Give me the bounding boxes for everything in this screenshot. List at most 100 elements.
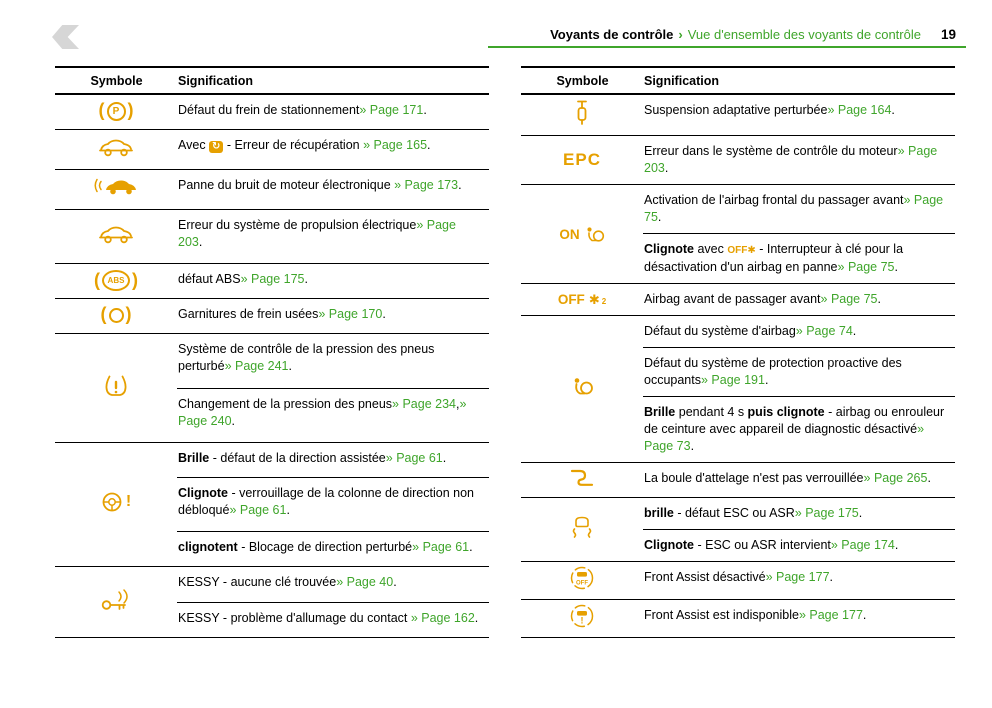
table-row: Suspension adaptative perturbée» Page 16… — [521, 93, 955, 136]
signification-cell: Défaut du frein de stationnement» Page 1… — [177, 93, 489, 130]
text-segment: Clignote — [644, 242, 694, 256]
text-segment: - Interrupteur à clé pour la désactivati… — [644, 242, 904, 274]
page-link[interactable]: » Page 203 — [178, 217, 456, 249]
text-segment: Activation de l'airbag frontal du passag… — [644, 193, 904, 207]
airbag-warning-icon — [521, 315, 643, 463]
text-segment: Système de contrôle de la pression des p… — [178, 342, 435, 374]
page-link[interactable]: » Page 170 — [318, 307, 383, 322]
page-link[interactable]: » Page 265 — [863, 471, 928, 485]
table-row: ON Activation de l'airbag frontal du pass… — [521, 184, 955, 284]
page-link[interactable]: » Page 165 — [363, 138, 428, 153]
signification-cell: Avec ↻ - Erreur de récupération » Page 1… — [177, 129, 489, 170]
text-segment: Airbag avant de passager avant — [644, 292, 821, 306]
text-segment: défaut ABS — [178, 271, 241, 286]
page-link[interactable]: » Page 61 — [385, 450, 443, 465]
page-link[interactable]: » Page 75 — [837, 260, 895, 274]
page-link[interactable]: » Page 240 — [178, 396, 467, 428]
page-link[interactable]: » Page 61 — [229, 502, 287, 517]
page-link[interactable]: » Page 40 — [336, 575, 394, 590]
signification-cell: Clignote - ESC ou ASR intervient» Page 1… — [643, 529, 955, 562]
signification-cell: Brille - défaut de la direction assistée… — [177, 441, 489, 478]
text-segment: Panne du bruit de moteur électronique — [178, 178, 395, 193]
page-link[interactable]: » Page 175 — [240, 271, 305, 286]
page-link[interactable]: » Page 173 — [394, 178, 459, 193]
airbag-on-icon: ON — [521, 184, 643, 284]
text-segment: Avec — [178, 138, 210, 153]
page-link[interactable]: » Page 175 — [794, 506, 859, 520]
column-header-signification: Signification — [177, 67, 489, 95]
table-row: Clignote - ESC ou ASR intervient» Page 1… — [521, 529, 955, 562]
page-link[interactable]: » Page 174 — [830, 538, 895, 552]
text-segment: - défaut de la direction assistée — [209, 450, 386, 465]
table-row: Clignote avec OFF✱ - Interrupteur à clé … — [521, 233, 955, 284]
text-segment: . — [877, 292, 881, 306]
page-link[interactable]: » Page 75 — [820, 292, 878, 306]
page-link[interactable]: » Page 74 — [795, 324, 853, 338]
page-link[interactable]: » Page 75 — [644, 193, 944, 224]
page-link[interactable]: » Page 162 — [410, 610, 475, 625]
signification-cell: Système de contrôle de la pression des p… — [177, 333, 489, 389]
e-sound-car-icon — [55, 169, 177, 210]
chapter-chevron-icon — [52, 25, 79, 49]
text-segment: . — [458, 178, 462, 193]
column-header-signification: Signification — [643, 67, 955, 95]
page-link[interactable]: » Page 191 — [700, 373, 765, 387]
svg-text:!: ! — [581, 616, 584, 626]
page-link[interactable]: » Page 61 — [412, 539, 470, 554]
table-row: Avec ↻ - Erreur de récupération » Page 1… — [55, 129, 489, 170]
column-header-symbole: Symbole — [55, 67, 177, 95]
signification-cell: Clignote avec OFF✱ - Interrupteur à clé … — [643, 233, 955, 284]
column-header-symbole: Symbole — [521, 67, 643, 95]
page-link[interactable]: » Page 73 — [644, 422, 925, 453]
table-header-row: Symbole Signification — [55, 67, 489, 95]
text-segment: clignotent — [178, 539, 238, 554]
text-segment: . — [690, 439, 695, 453]
text-segment: La boule d'attelage n'est pas verrouillé… — [644, 471, 864, 485]
signification-cell: Erreur dans le système de contrôle du mo… — [643, 135, 955, 185]
table-row: KESSY - problème d'allumage du contact »… — [55, 601, 489, 638]
page-link[interactable]: » Page 234 — [392, 396, 456, 411]
text-segment: puis clignote — [747, 405, 825, 419]
text-segment: Défaut du système d'airbag — [644, 324, 796, 338]
signification-cell: Activation de l'airbag frontal du passag… — [643, 184, 955, 234]
text-segment: . — [764, 373, 769, 387]
table-row: Défaut du système d'airbag» Page 74. — [521, 315, 955, 463]
adaptive-suspension-icon — [521, 93, 643, 136]
text-segment: . — [286, 502, 290, 517]
text-segment: . — [393, 575, 397, 590]
warning-lights-table-right: Symbole Signification Suspension adaptativ… — [521, 66, 955, 638]
header-rule — [488, 46, 966, 48]
text-segment: - Erreur de récupération — [223, 138, 364, 153]
signification-cell: Changement de la pression des pneus» Pag… — [177, 387, 489, 443]
breadcrumb-separator: › — [678, 27, 683, 42]
text-segment: . — [858, 506, 863, 520]
text-segment: Erreur du système de propulsion électriq… — [178, 217, 417, 232]
kessy-key-icon — [55, 566, 177, 638]
text-segment: . — [829, 570, 834, 584]
table-row: (P) Défaut du frein de stationnement» Pag… — [55, 93, 489, 130]
signification-cell: KESSY - aucune clé trouvée» Page 40. — [177, 566, 489, 603]
page-link[interactable]: » Page 164 — [827, 103, 892, 117]
text-segment: . — [469, 539, 473, 554]
text-segment: . — [198, 234, 203, 249]
text-segment: Suspension adaptative perturbée — [644, 103, 828, 117]
text-segment: - ESC ou ASR intervient — [694, 538, 831, 552]
signification-cell: clignotent - Blocage de direction pertur… — [177, 530, 489, 567]
abs-icon: (ABS) — [55, 262, 177, 299]
page-link[interactable]: » Page 177 — [798, 608, 863, 622]
page-link[interactable]: » Page 203 — [644, 144, 938, 175]
page-link[interactable]: » Page 241 — [224, 359, 289, 374]
recuperation-icon: ↻ — [209, 141, 224, 154]
breadcrumb: Voyants de contrôle › Vue d'ensemble des v… — [550, 27, 956, 42]
table-row: EPC Erreur dans le système de contrôle du… — [521, 135, 955, 185]
electric-drive-car-icon — [55, 208, 177, 264]
signification-cell: Front Assist est indisponible» Page 177. — [643, 599, 955, 638]
header-section: Vue d'ensemble des voyants de contrôle — [687, 27, 921, 42]
table-row: ! Front Assist est indisponible» Page 177… — [521, 599, 955, 638]
page-link[interactable]: » Page 171 — [359, 103, 424, 117]
table-row: clignotent - Blocage de direction pertur… — [55, 530, 489, 567]
page-link[interactable]: » Page 177 — [765, 570, 830, 584]
text-segment: Garnitures de frein usées — [178, 307, 319, 322]
table-row: Changement de la pression des pneus» Pag… — [55, 387, 489, 443]
text-segment: KESSY - problème d'allumage du contact — [178, 610, 411, 625]
